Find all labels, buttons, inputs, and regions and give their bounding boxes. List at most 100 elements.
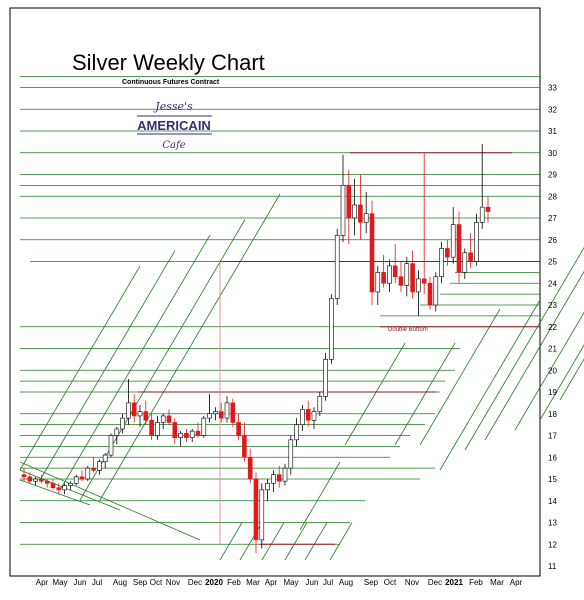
- candle-body: [259, 489, 265, 541]
- channel-line: [239, 522, 263, 561]
- candle: [334, 228, 340, 305]
- channel-line: [299, 461, 341, 531]
- y-tick-label: 22: [548, 323, 557, 332]
- y-tick-label: 33: [548, 84, 557, 93]
- candle: [276, 465, 282, 488]
- y-tick-label: 31: [548, 127, 557, 136]
- candle-body: [207, 413, 212, 419]
- candle-body: [102, 454, 108, 462]
- x-tick-label: Jun: [74, 578, 87, 587]
- x-tick-label: May: [52, 578, 67, 587]
- candle-body: [358, 204, 363, 223]
- channel-line: [39, 250, 176, 481]
- candle-body: [329, 298, 334, 360]
- plot-frame: [9, 7, 541, 577]
- candle: [404, 257, 410, 297]
- candle-body: [155, 422, 160, 436]
- candle: [143, 400, 149, 425]
- candle: [375, 265, 381, 305]
- candle-body: [108, 435, 114, 456]
- candle-body: [39, 478, 44, 482]
- candle: [485, 196, 491, 223]
- candle-body: [294, 424, 299, 441]
- x-tick-label: Dec: [188, 578, 202, 587]
- candle: [427, 276, 433, 310]
- candle-body: [73, 476, 79, 484]
- candle-body: [392, 265, 398, 278]
- candle-body: [218, 411, 224, 419]
- channel-line: [79, 219, 246, 501]
- diagonal-channel-lines: [19, 193, 584, 561]
- candle-body: [445, 248, 450, 258]
- candle: [398, 261, 404, 292]
- downtrend-channel-line: [19, 469, 121, 511]
- candle: [27, 472, 33, 484]
- candle: [259, 483, 265, 549]
- y-tick-label: 13: [548, 519, 557, 528]
- candle: [294, 418, 299, 447]
- channel-line: [304, 522, 328, 561]
- channel-line: [284, 522, 308, 561]
- candle-body: [44, 480, 50, 484]
- candles: [21, 144, 491, 553]
- candle: [421, 152, 427, 295]
- candle-body: [166, 415, 172, 423]
- logo-top-text: Jesse's: [153, 100, 193, 113]
- candle: [392, 244, 398, 284]
- channel-line: [514, 311, 584, 431]
- candle: [340, 154, 346, 242]
- channel-line: [99, 193, 281, 501]
- candle: [172, 418, 178, 445]
- downtrend-channel-line: [19, 479, 91, 506]
- candle: [85, 465, 91, 482]
- candle-body: [33, 478, 38, 482]
- candle-body: [120, 417, 125, 430]
- x-tick-label: Aug: [339, 578, 353, 587]
- candle: [305, 400, 311, 427]
- candle-body: [143, 411, 149, 421]
- channel-line: [484, 270, 584, 441]
- candle-body: [387, 265, 392, 284]
- candle-body: [224, 402, 230, 419]
- candle: [97, 459, 102, 475]
- y-tick-label: 18: [548, 410, 557, 419]
- y-tick-label: 16: [548, 453, 557, 462]
- candle: [468, 233, 473, 269]
- x-tick-label: Dec: [428, 578, 442, 587]
- candle: [450, 207, 456, 264]
- candle: [108, 433, 114, 458]
- candle-body: [50, 483, 56, 489]
- y-tick-label: 26: [548, 236, 557, 245]
- candle-body: [381, 272, 386, 284]
- candle-body: [201, 417, 207, 436]
- candle-body: [242, 435, 247, 458]
- candle: [288, 435, 294, 475]
- channel-line: [344, 342, 406, 446]
- candle: [445, 239, 450, 266]
- candle-body: [311, 411, 317, 421]
- candle-body: [416, 278, 421, 293]
- candle: [329, 294, 334, 364]
- candle-body: [300, 409, 305, 425]
- candle-body: [346, 185, 352, 219]
- candle: [265, 479, 270, 501]
- candle: [474, 213, 479, 266]
- channel-line: [261, 522, 285, 561]
- candle: [91, 457, 96, 473]
- candle: [387, 259, 392, 292]
- candle-body: [468, 252, 473, 262]
- candle-body: [91, 467, 96, 471]
- candle: [352, 178, 357, 236]
- x-tick-label: Jul: [92, 578, 102, 587]
- candle: [39, 474, 44, 484]
- candle-body: [137, 411, 143, 417]
- candle: [236, 413, 241, 440]
- candle: [410, 250, 415, 299]
- candle-body: [265, 483, 270, 491]
- candle: [126, 378, 131, 425]
- candle-body: [317, 396, 323, 412]
- x-tick-label: Nov: [166, 578, 180, 587]
- candle-body: [271, 474, 276, 484]
